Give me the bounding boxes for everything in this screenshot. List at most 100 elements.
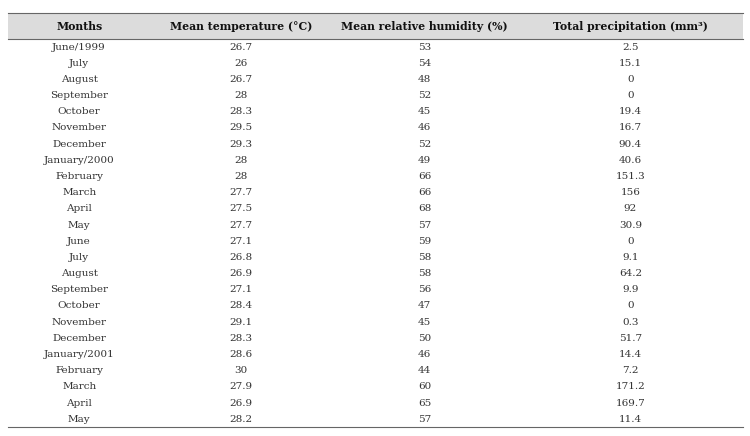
Text: 52: 52 — [418, 91, 431, 100]
Text: 169.7: 169.7 — [616, 399, 645, 408]
Text: 27.7: 27.7 — [230, 221, 253, 229]
Text: December: December — [53, 140, 106, 149]
Text: 28.6: 28.6 — [230, 350, 253, 359]
Text: Mean temperature (°C): Mean temperature (°C) — [170, 20, 312, 31]
Text: 58: 58 — [418, 253, 431, 262]
Text: March: March — [62, 188, 96, 197]
Text: 90.4: 90.4 — [619, 140, 642, 149]
Text: 28: 28 — [234, 156, 248, 165]
Text: 151.3: 151.3 — [616, 172, 645, 181]
Text: November: November — [52, 123, 106, 133]
Text: 15.1: 15.1 — [619, 59, 642, 68]
Text: 57: 57 — [418, 415, 431, 424]
Text: December: December — [53, 334, 106, 343]
Text: 26.8: 26.8 — [230, 253, 253, 262]
Text: 26.9: 26.9 — [230, 399, 253, 408]
Text: 28.2: 28.2 — [230, 415, 253, 424]
Text: 46: 46 — [418, 350, 431, 359]
Text: August: August — [61, 269, 98, 278]
Text: 28.3: 28.3 — [230, 107, 253, 116]
Text: October: October — [58, 107, 100, 116]
Text: 26.7: 26.7 — [230, 75, 253, 84]
Text: May: May — [68, 221, 91, 229]
Text: 0: 0 — [627, 91, 634, 100]
Text: 27.9: 27.9 — [230, 382, 253, 392]
Text: 58: 58 — [418, 269, 431, 278]
Text: 30: 30 — [234, 366, 248, 375]
Text: Months: Months — [56, 20, 102, 31]
Text: 54: 54 — [418, 59, 431, 68]
Text: 66: 66 — [418, 188, 431, 197]
Text: 29.3: 29.3 — [230, 140, 253, 149]
Text: October: October — [58, 301, 100, 310]
Text: 29.1: 29.1 — [230, 317, 253, 327]
Text: 0.3: 0.3 — [622, 317, 639, 327]
Text: September: September — [50, 91, 108, 100]
Text: 26.7: 26.7 — [230, 43, 253, 51]
Text: 0: 0 — [627, 301, 634, 310]
Text: August: August — [61, 75, 98, 84]
Text: June/1999: June/1999 — [53, 43, 106, 51]
Text: 26: 26 — [234, 59, 248, 68]
Text: 28: 28 — [234, 91, 248, 100]
Text: March: March — [62, 382, 96, 392]
Text: January/2000: January/2000 — [44, 156, 115, 165]
Text: 9.1: 9.1 — [622, 253, 639, 262]
Text: 51.7: 51.7 — [619, 334, 642, 343]
Text: 2.5: 2.5 — [622, 43, 639, 51]
Text: 29.5: 29.5 — [230, 123, 253, 133]
Text: 0: 0 — [627, 75, 634, 84]
Text: 171.2: 171.2 — [616, 382, 645, 392]
Text: 30.9: 30.9 — [619, 221, 642, 229]
Text: April: April — [66, 399, 92, 408]
Text: February: February — [56, 366, 104, 375]
Text: 19.4: 19.4 — [619, 107, 642, 116]
Text: February: February — [56, 172, 104, 181]
Text: July: July — [69, 59, 89, 68]
Text: 46: 46 — [418, 123, 431, 133]
Text: 44: 44 — [418, 366, 431, 375]
Text: 57: 57 — [418, 221, 431, 229]
Text: July: July — [69, 253, 89, 262]
Text: 66: 66 — [418, 172, 431, 181]
Text: Mean relative humidity (%): Mean relative humidity (%) — [341, 20, 508, 31]
Text: 47: 47 — [418, 301, 431, 310]
Text: 40.6: 40.6 — [619, 156, 642, 165]
Text: May: May — [68, 415, 91, 424]
Text: Total precipitation (mm³): Total precipitation (mm³) — [553, 20, 708, 31]
Text: 7.2: 7.2 — [622, 366, 639, 375]
Text: 64.2: 64.2 — [619, 269, 642, 278]
Text: 28.3: 28.3 — [230, 334, 253, 343]
Text: January/2001: January/2001 — [44, 350, 115, 359]
Bar — [8, 13, 742, 39]
Text: 156: 156 — [620, 188, 640, 197]
Text: 68: 68 — [418, 204, 431, 213]
Text: 53: 53 — [418, 43, 431, 51]
Text: 27.5: 27.5 — [230, 204, 253, 213]
Text: 27.7: 27.7 — [230, 188, 253, 197]
Text: 92: 92 — [624, 204, 637, 213]
Text: 56: 56 — [418, 285, 431, 294]
Text: September: September — [50, 285, 108, 294]
Text: 14.4: 14.4 — [619, 350, 642, 359]
Text: 60: 60 — [418, 382, 431, 392]
Text: November: November — [52, 317, 106, 327]
Text: 28.4: 28.4 — [230, 301, 253, 310]
Text: April: April — [66, 204, 92, 213]
Text: 65: 65 — [418, 399, 431, 408]
Text: June: June — [68, 237, 91, 246]
Text: 48: 48 — [418, 75, 431, 84]
Text: 45: 45 — [418, 107, 431, 116]
Text: 59: 59 — [418, 237, 431, 246]
Text: 45: 45 — [418, 317, 431, 327]
Text: 49: 49 — [418, 156, 431, 165]
Text: 52: 52 — [418, 140, 431, 149]
Text: 11.4: 11.4 — [619, 415, 642, 424]
Text: 27.1: 27.1 — [230, 285, 253, 294]
Text: 9.9: 9.9 — [622, 285, 639, 294]
Text: 0: 0 — [627, 237, 634, 246]
Text: 26.9: 26.9 — [230, 269, 253, 278]
Text: 50: 50 — [418, 334, 431, 343]
Text: 28: 28 — [234, 172, 248, 181]
Text: 27.1: 27.1 — [230, 237, 253, 246]
